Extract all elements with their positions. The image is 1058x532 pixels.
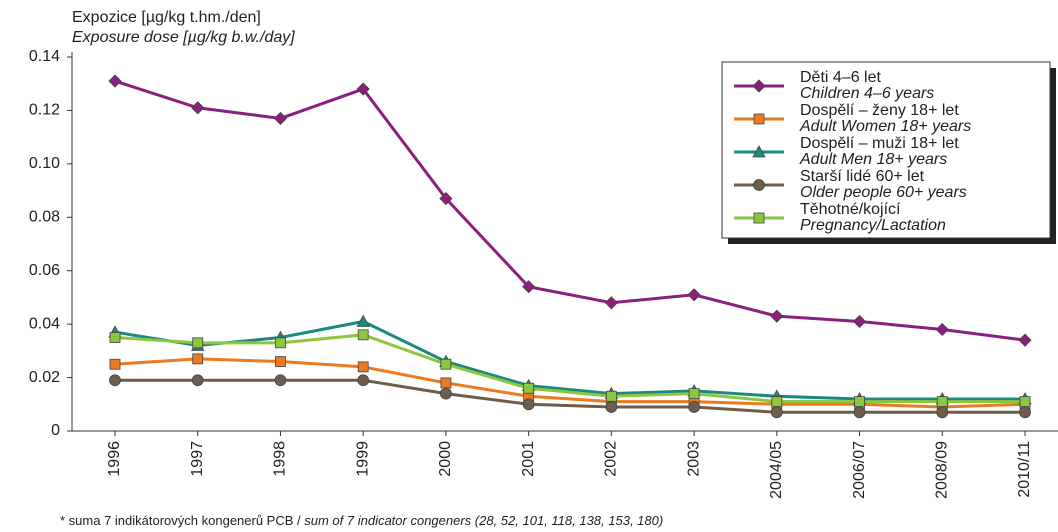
marker (852, 314, 867, 329)
legend-label-en: Pregnancy/Lactation (800, 217, 946, 234)
marker (752, 145, 766, 158)
marker (356, 314, 370, 327)
legend-label: Dospělí – muži 18+ let (800, 135, 959, 152)
legend-label-en: Children 4–6 years (800, 85, 934, 102)
marker (440, 387, 452, 400)
marker (523, 382, 535, 394)
marker (688, 388, 700, 400)
marker (439, 192, 453, 206)
marker (604, 296, 618, 310)
marker (771, 396, 783, 408)
x-tick-label: 2001 (520, 441, 537, 477)
legend-label: Dospělí – ženy 18+ let (800, 102, 959, 119)
legend-label-en: Adult Women 18+ years (799, 118, 971, 135)
x-tick-label: 2000 (437, 441, 454, 477)
marker (109, 374, 121, 387)
marker (753, 179, 765, 191)
marker (1019, 396, 1031, 408)
series-line (114, 333, 1025, 404)
marker (1018, 333, 1032, 347)
marker (357, 361, 369, 373)
y-tick-label: 0 (51, 422, 60, 439)
marker (275, 337, 286, 349)
marker (753, 212, 765, 224)
footnote-en: sum of 7 indicator congeners (28, 52, 10… (304, 513, 663, 528)
marker (357, 374, 370, 387)
y-axis-title-en: Exposure dose [µg/kg b.w./day] (72, 29, 295, 46)
legend-label: Děti 4–6 let (800, 69, 881, 86)
x-tick-label: 1999 (354, 441, 371, 477)
marker (191, 374, 204, 387)
marker (522, 398, 535, 411)
series-line (114, 319, 1025, 401)
marker (357, 329, 369, 341)
marker (275, 356, 286, 367)
legend-label: Starší lidé 60+ let (800, 168, 925, 185)
marker (936, 406, 949, 419)
series-line (114, 357, 1026, 409)
legend-label-en: Older people 60+ years (800, 184, 967, 201)
marker (752, 79, 766, 93)
x-tick-label: 2003 (685, 441, 702, 477)
series-line (114, 79, 1026, 342)
y-axis-title: Expozice [µg/kg t.hm./den] (72, 9, 261, 26)
x-tick-label: 2006/07 (851, 441, 868, 499)
marker (109, 332, 121, 343)
marker (854, 396, 865, 408)
x-tick-label: 1998 (272, 441, 289, 477)
marker (522, 280, 536, 294)
series-line (115, 378, 1025, 414)
y-tick-label: 0.14 (29, 48, 60, 65)
y-tick-label: 0.08 (29, 209, 60, 226)
x-tick-label: 2002 (603, 441, 620, 477)
x-tick-label: 2004/05 (768, 441, 785, 499)
y-tick-label: 0.12 (29, 102, 60, 119)
x-tick-label: 1997 (189, 441, 206, 477)
legend-marker (753, 212, 765, 224)
marker (770, 406, 783, 419)
marker (274, 374, 287, 387)
footnote: * suma 7 indikátorových kongenerů PCB / … (60, 513, 663, 528)
legend (721, 61, 1051, 239)
marker (605, 390, 617, 402)
marker (191, 101, 205, 115)
legend-marker (752, 79, 766, 93)
marker (192, 353, 204, 365)
x-tick-label: 2008/09 (933, 441, 950, 499)
marker (687, 288, 701, 302)
marker (109, 358, 121, 370)
y-tick-label: 0.04 (29, 315, 60, 332)
y-tick-label: 0.06 (29, 262, 60, 279)
marker (1019, 406, 1031, 419)
marker (440, 358, 452, 370)
marker (853, 406, 866, 419)
marker (108, 74, 122, 88)
y-tick-label: 0.02 (29, 369, 60, 386)
y-tick-label: 0.10 (29, 155, 60, 172)
marker (935, 322, 949, 337)
legend-marker (753, 179, 765, 191)
marker (273, 111, 288, 126)
legend-marker (752, 145, 766, 158)
legend-label-en: Adult Men 18+ years (799, 151, 947, 168)
marker (356, 82, 370, 96)
footnote-cz: * suma 7 indikátorových kongenerů PCB / (60, 513, 304, 528)
marker (605, 401, 618, 413)
marker (192, 337, 204, 349)
legend-marker (753, 113, 765, 125)
marker (753, 113, 765, 125)
x-tick-label: 1996 (106, 441, 123, 477)
marker (936, 396, 948, 408)
marker (440, 377, 452, 389)
x-tick-label: 2010/11 (1016, 441, 1033, 498)
legend-label: Těhotné/kojící (800, 201, 901, 218)
marker (688, 401, 700, 413)
marker (770, 309, 784, 323)
